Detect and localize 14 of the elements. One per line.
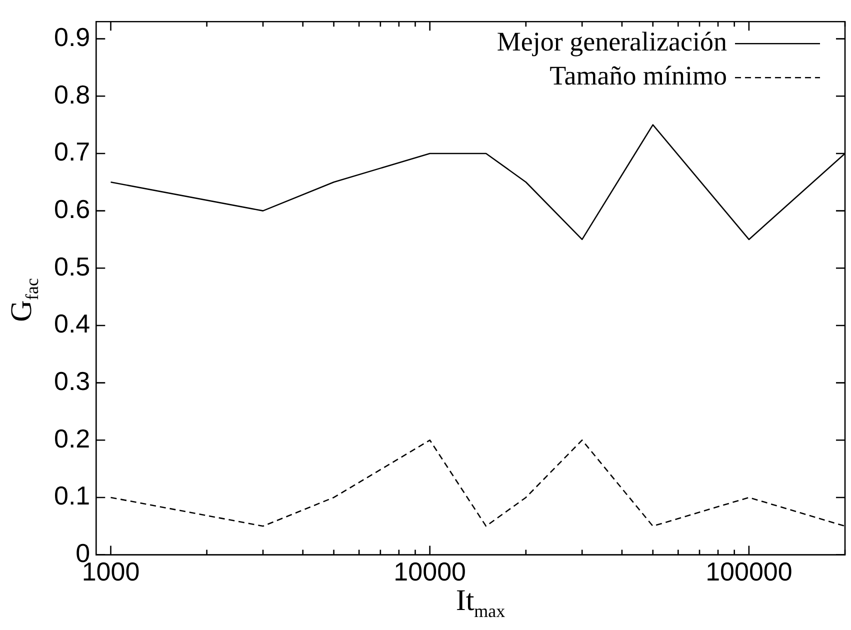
y-tick-label: 0.1 bbox=[54, 480, 90, 511]
x-tick-label: 100000 bbox=[706, 556, 792, 587]
y-tick-label: 0.4 bbox=[54, 308, 90, 339]
y-tick-label: 0.9 bbox=[54, 22, 90, 52]
legend-label: Tamaño mínimo bbox=[550, 60, 727, 91]
x-tick-label: 10000 bbox=[394, 556, 466, 587]
y-tick-label: 0.7 bbox=[54, 136, 90, 167]
y-tick-label: 0.5 bbox=[54, 251, 90, 282]
y-tick-label: 0.6 bbox=[54, 194, 90, 224]
x-axis-title: It$_{max}$ bbox=[456, 584, 506, 621]
legend-label: Mejor generalización bbox=[496, 26, 728, 57]
y-tick-label: 0.3 bbox=[54, 366, 90, 396]
y-tick-label: 0.2 bbox=[54, 423, 90, 454]
y-tick-label: 0.8 bbox=[54, 79, 90, 110]
